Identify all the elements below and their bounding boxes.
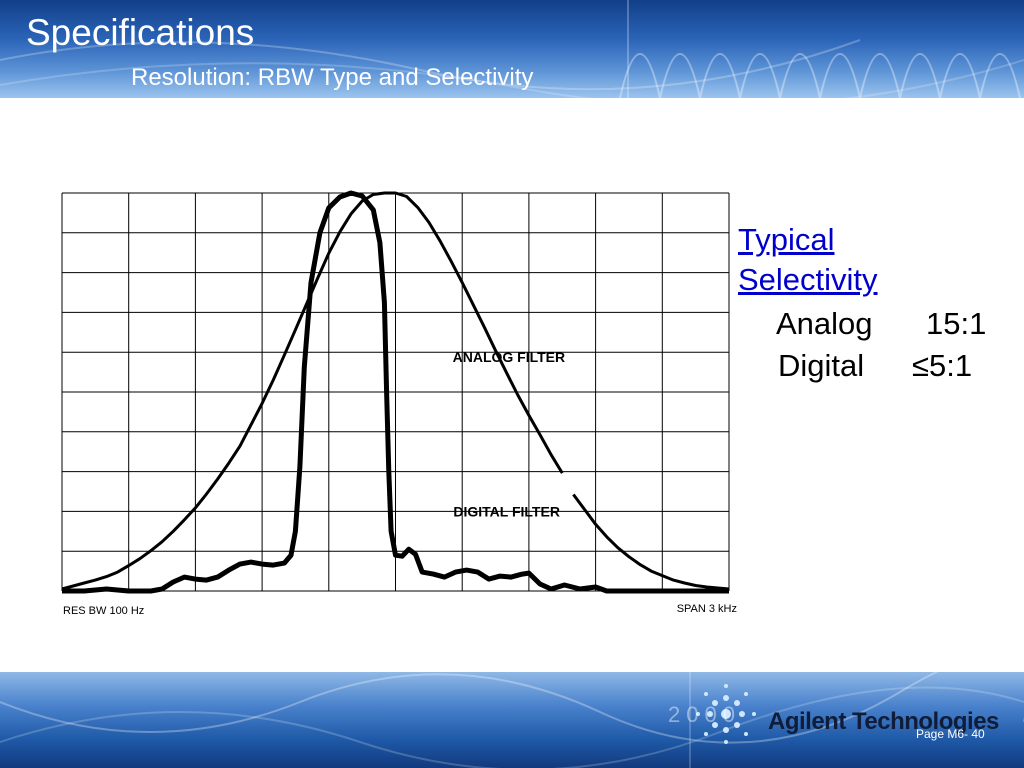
slide-header: Specifications Resolution: RBW Type and … xyxy=(0,0,1024,98)
slide-subtitle: Resolution: RBW Type and Selectivity xyxy=(131,64,534,91)
res-bw-label: RES BW 100 Hz xyxy=(63,605,144,617)
slide-title: Specifications xyxy=(26,12,255,53)
slide-footer: 2000 Agilent Technologies Page M6- 40 xyxy=(0,672,1024,768)
chart-grid xyxy=(61,192,730,592)
analog-filter-trace xyxy=(61,191,564,591)
year-watermark: 2000 xyxy=(668,702,741,727)
digital-ratio-label: Digital xyxy=(778,348,865,383)
filter-response-chart: ANALOG FILTER DIGITAL FILTER RES BW 100 … xyxy=(61,190,737,617)
header-wave-decoration xyxy=(0,0,1024,98)
typical-selectivity-link[interactable]: Typical Selectivity xyxy=(738,220,878,300)
page-number: Page M6- 40 xyxy=(916,727,985,741)
analog-ratio-value: 15:1 xyxy=(926,306,987,341)
selectivity-heading-line1: Typical xyxy=(738,222,835,257)
analog-ratio-label: Analog xyxy=(776,306,873,341)
selectivity-heading-line2: Selectivity xyxy=(738,262,878,297)
digital-filter-trace xyxy=(62,190,729,594)
agilent-spark-icon xyxy=(696,684,756,744)
digital-filter-label: DIGITAL FILTER xyxy=(453,503,560,519)
digital-ratio-value: ≤5:1 xyxy=(912,348,973,383)
company-logo-text: Agilent Technologies xyxy=(768,708,999,735)
analog-filter-label: ANALOG FILTER xyxy=(453,349,566,365)
footer-wave-decoration xyxy=(0,672,1024,768)
span-label: SPAN 3 kHz xyxy=(677,603,737,615)
analog-filter-trace-tail xyxy=(572,493,730,591)
